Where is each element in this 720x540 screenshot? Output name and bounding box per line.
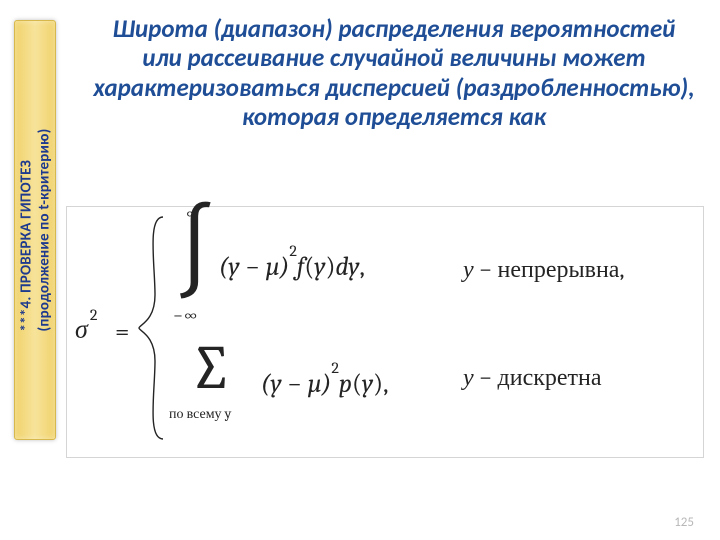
lhs-sigma: σ2 [75,314,95,345]
integral-glyph: ∫ [175,203,216,299]
curly-brace-icon [137,215,169,441]
case-continuous: ∞ ∫ −∞ (y − µ)2f(y)dy, [175,225,365,321]
integral-lower: −∞ [173,305,198,326]
case-continuous-condition: y − непрерывна, [463,255,624,284]
sum-lower: по всему y [169,405,231,423]
sum-glyph: ∑ [189,337,233,399]
case-discrete-condition: y − дискретна [463,363,602,392]
formula-container: σ2 = ∞ ∫ −∞ (y − µ)2f(y)dy, y − непрерыв… [66,206,704,458]
sidebar-label-box: ***4. ПРОВЕРКА ГИПОТЕЗ (продолжение по t… [14,20,56,440]
sidebar-line2: (продолжение по t-критерию) [35,129,53,332]
variance-formula: σ2 = ∞ ∫ −∞ (y − µ)2f(y)dy, y − непрерыв… [75,207,695,457]
equals-sign: = [115,317,129,347]
case-discrete: ∑ по всему y (y − µ)2p(y), [175,357,388,427]
page-heading: Широта (диапазон) распределения вероятно… [92,14,696,131]
integral-symbol: ∞ ∫ −∞ [175,225,213,321]
summand: (y − µ)2p(y), [261,369,389,399]
sigma-power: 2 [90,306,98,324]
sidebar-label: ***4. ПРОВЕРКА ГИПОТЕЗ (продолжение по t… [17,129,53,332]
sum-symbol: ∑ по всему y [175,357,255,427]
sidebar-line1: ***4. ПРОВЕРКА ГИПОТЕЗ [17,160,35,332]
page-number: 125 [674,515,694,530]
integrand: (y − µ)2f(y)dy, [219,252,365,282]
sigma-symbol: σ [75,315,88,345]
